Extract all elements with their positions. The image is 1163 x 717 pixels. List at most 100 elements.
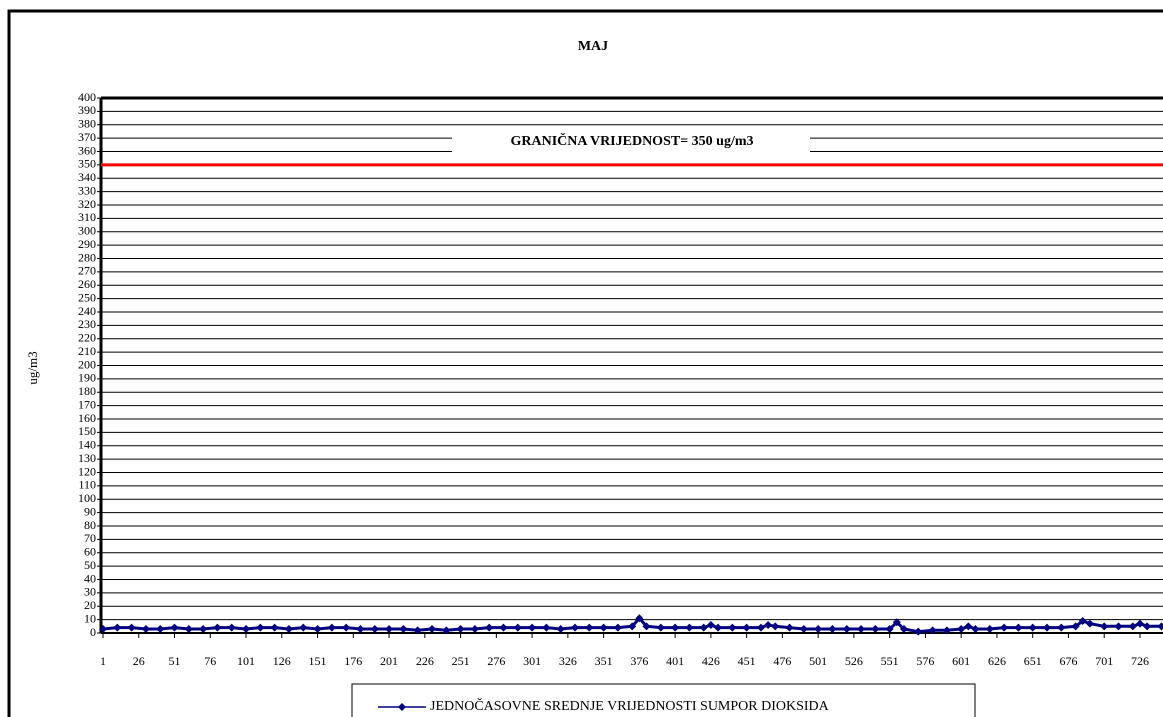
data-point (1071, 622, 1080, 631)
x-tick-label: 201 (380, 654, 398, 668)
x-tick-label: 426 (702, 654, 720, 668)
y-tick-label: 230 (78, 317, 96, 331)
data-point (899, 624, 908, 633)
data-point (127, 623, 136, 632)
x-tick-label: 551 (881, 654, 899, 668)
data-point (270, 623, 279, 632)
y-tick-label: 140 (78, 438, 96, 452)
y-tick-label: 80 (84, 518, 96, 532)
data-point (914, 627, 923, 636)
data-point (327, 623, 336, 632)
x-tick-label: 576 (916, 654, 934, 668)
y-tick-label: 290 (78, 237, 96, 251)
data-line (102, 616, 1162, 634)
x-tick-label: 26 (133, 654, 145, 668)
y-tick-label: 300 (78, 224, 96, 238)
y-tick-label: 370 (78, 130, 96, 144)
data-point (1157, 622, 1163, 631)
data-point (728, 623, 737, 632)
data-point (771, 622, 780, 631)
data-point (1078, 616, 1087, 625)
y-tick-label: 270 (78, 264, 96, 278)
data-point (685, 623, 694, 632)
x-tick-label: 701 (1095, 654, 1113, 668)
y-tick-label: 70 (84, 531, 96, 545)
data-point (885, 624, 894, 633)
y-tick-label: 50 (84, 558, 96, 572)
x-tick-label: 451 (738, 654, 756, 668)
data-point (1135, 619, 1144, 628)
y-tick-label: 180 (78, 384, 96, 398)
y-tick-label: 130 (78, 451, 96, 465)
data-point (470, 624, 479, 633)
y-tick-label: 250 (78, 290, 96, 304)
data-point (342, 623, 351, 632)
data-point (828, 624, 837, 633)
data-point (542, 623, 551, 632)
data-point (1057, 623, 1066, 632)
data-point (113, 623, 122, 632)
y-tick-label: 90 (84, 504, 96, 518)
data-point (742, 623, 751, 632)
y-tick-label: 240 (78, 304, 96, 318)
data-point (528, 623, 537, 632)
data-point (714, 623, 723, 632)
legend (351, 683, 976, 717)
x-tick-label: 726 (1131, 654, 1149, 668)
y-tick-label: 280 (78, 250, 96, 264)
x-tick-label: 501 (809, 654, 827, 668)
y-tick-label: 150 (78, 424, 96, 438)
chart-border (7, 9, 1163, 717)
y-tick-label: 390 (78, 103, 96, 117)
x-tick-label: 251 (452, 654, 470, 668)
y-tick-label: 210 (78, 344, 96, 358)
data-point (399, 624, 408, 633)
legend-label: JEDNOČASOVNE SREDNJE VRIJEDNOSTI SUMPOR … (430, 697, 830, 714)
y-tick-label: 380 (78, 117, 96, 131)
data-point (1128, 622, 1137, 631)
data-point (699, 623, 708, 632)
data-point (156, 624, 165, 633)
y-tick-label: 330 (78, 183, 96, 197)
data-point (656, 623, 665, 632)
y-tick-label: 260 (78, 277, 96, 291)
data-point (370, 624, 379, 633)
data-point (299, 623, 308, 632)
data-point (1028, 623, 1037, 632)
data-point (485, 623, 494, 632)
data-point (1114, 622, 1123, 631)
data-point (499, 623, 508, 632)
x-tick-label: 151 (309, 654, 327, 668)
data-point (642, 622, 651, 631)
x-tick-label: 676 (1059, 654, 1077, 668)
x-tick-label: 626 (988, 654, 1006, 668)
data-point (814, 624, 823, 633)
data-point (313, 624, 322, 633)
data-point (513, 623, 522, 632)
y-tick-label: 40 (84, 571, 96, 585)
x-tick-label: 51 (169, 654, 181, 668)
y-tick-label: 20 (84, 598, 96, 612)
data-point (706, 620, 715, 629)
data-point (785, 623, 794, 632)
y-tick-label: 10 (84, 611, 96, 625)
data-point (671, 623, 680, 632)
data-point (799, 624, 808, 633)
data-point (227, 623, 236, 632)
data-point (857, 624, 866, 633)
x-tick-label: 101 (237, 654, 255, 668)
threshold-label: GRANIČNA VRIJEDNOST= 350 ug/m3 (510, 132, 753, 149)
data-point (942, 626, 951, 635)
y-tick-label: 360 (78, 143, 96, 157)
data-point (871, 624, 880, 633)
y-tick-label: 160 (78, 411, 96, 425)
y-tick-label: 100 (78, 491, 96, 505)
x-tick-label: 176 (344, 654, 362, 668)
data-point (599, 623, 608, 632)
x-tick-label: 1 (100, 654, 106, 668)
y-tick-label: 400 (78, 90, 96, 104)
data-point (213, 623, 222, 632)
y-tick-label: 340 (78, 170, 96, 184)
data-point (385, 624, 394, 633)
data-point (971, 624, 980, 633)
